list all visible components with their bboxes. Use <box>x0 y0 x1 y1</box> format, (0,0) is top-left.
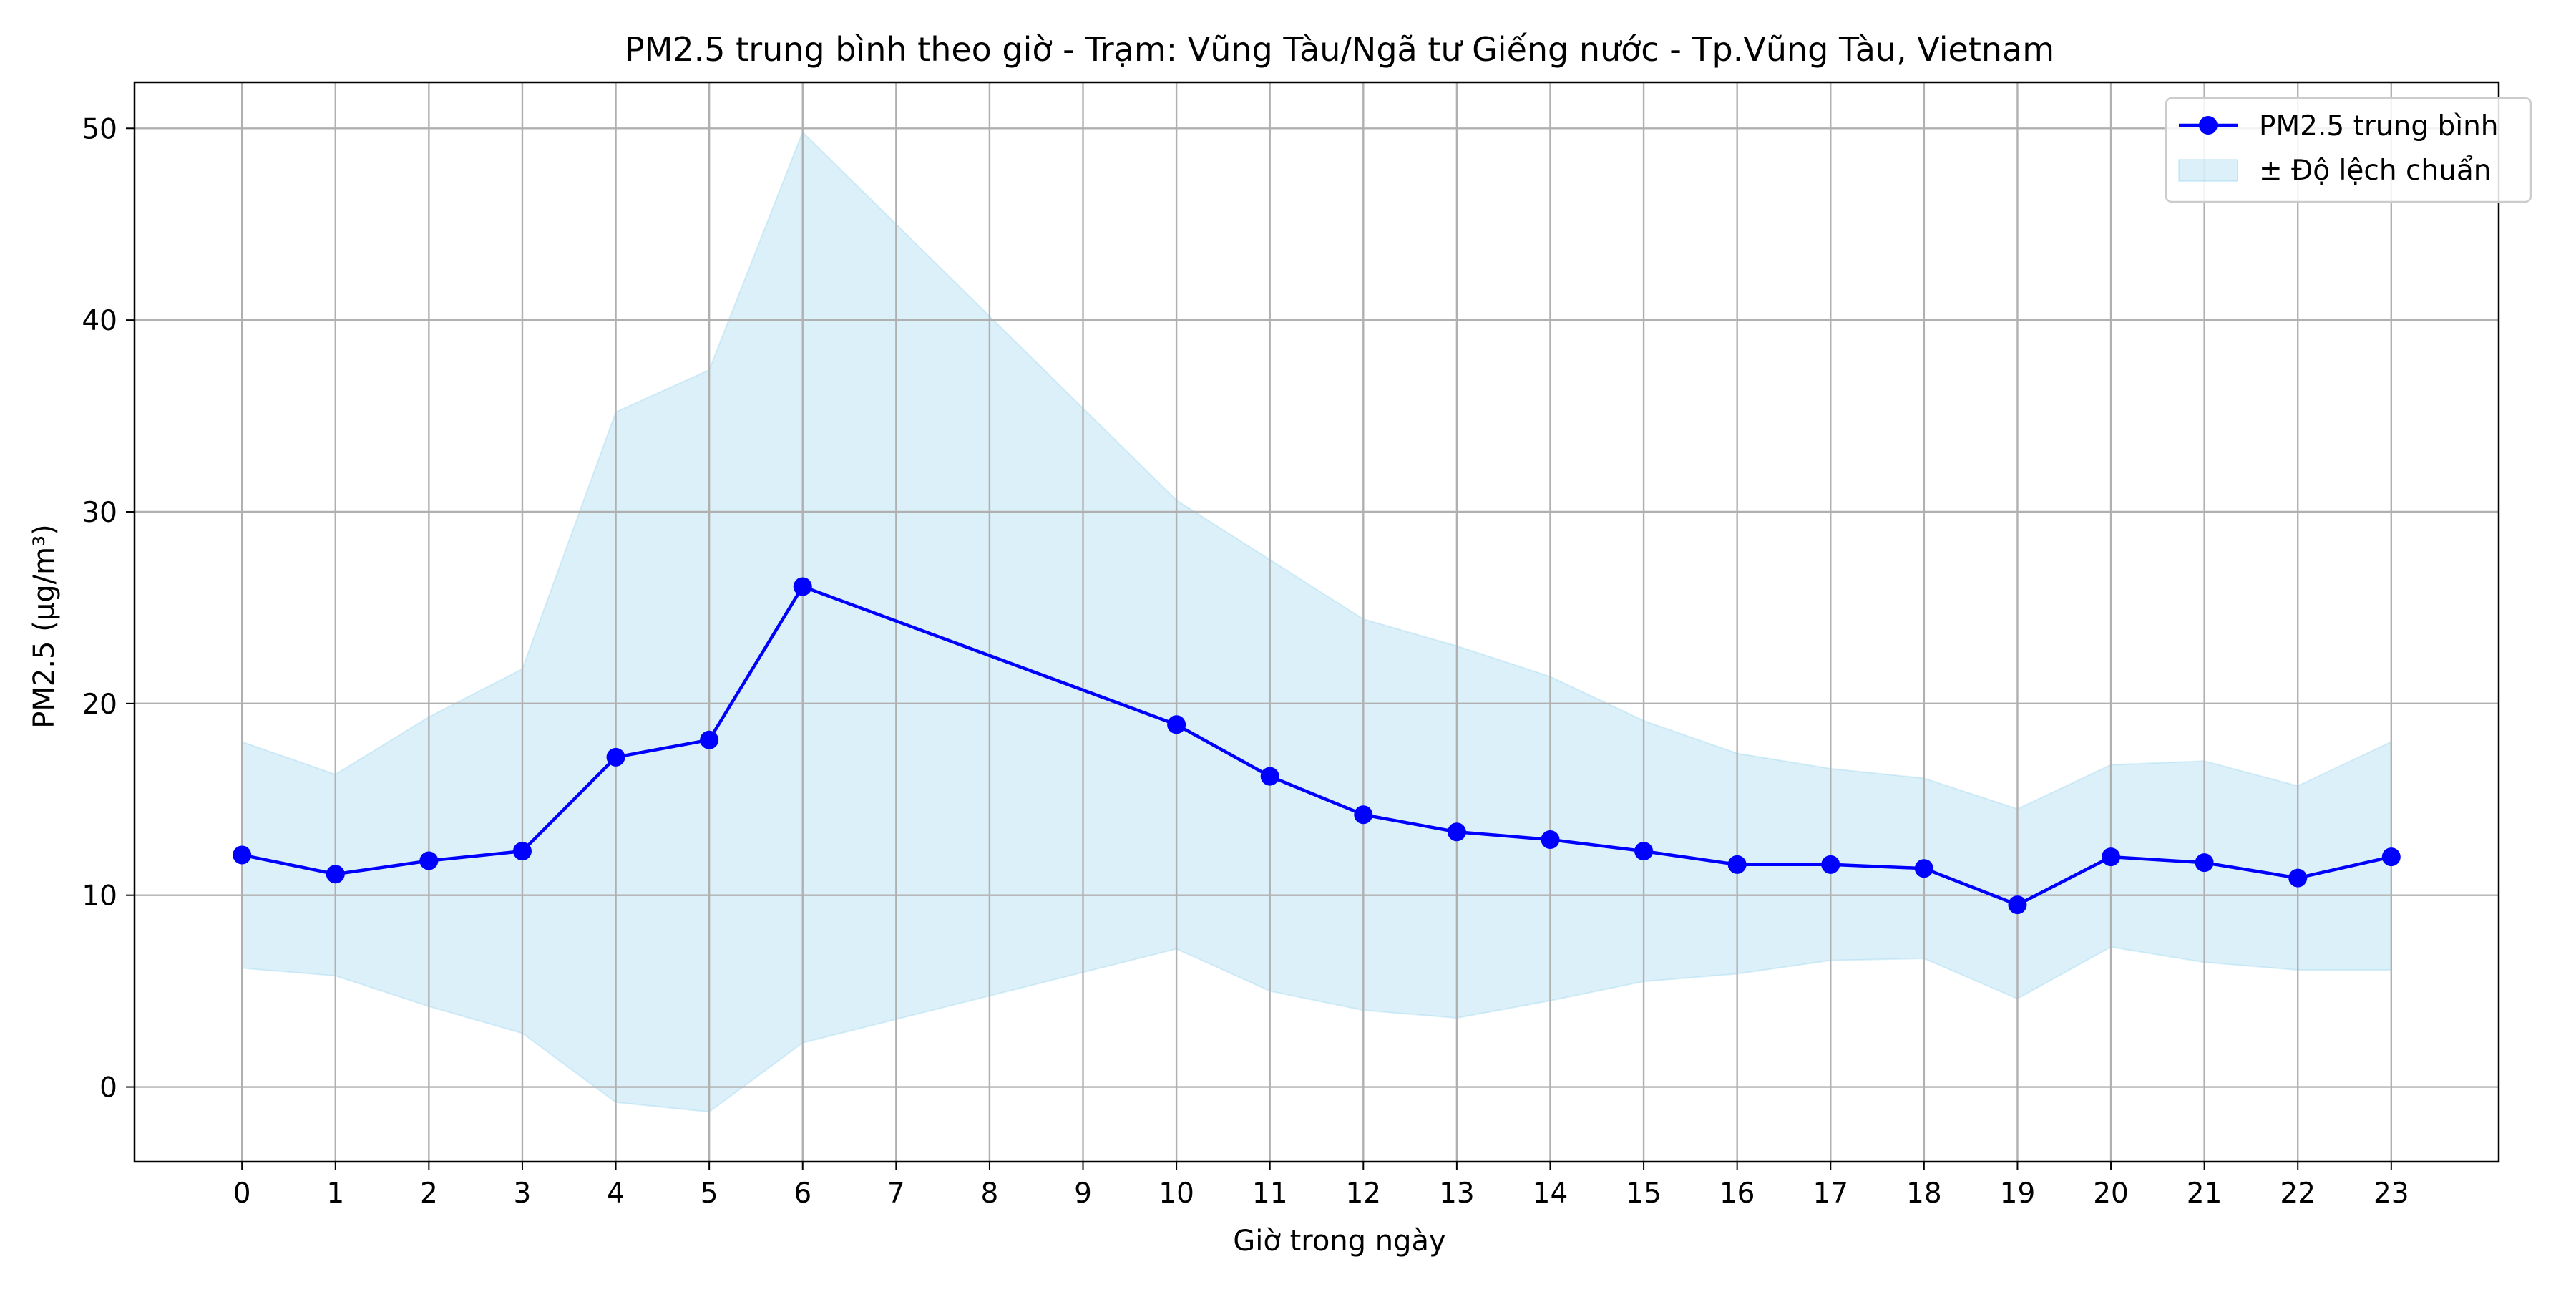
data-point[interactable] <box>1260 767 1279 786</box>
data-point[interactable] <box>2195 853 2214 873</box>
data-point[interactable] <box>1821 855 1840 874</box>
x-tick-label: 15 <box>1626 1177 1662 1210</box>
data-point[interactable] <box>2102 847 2121 867</box>
y-axis-label: PM2.5 (µg/m³) <box>28 524 61 729</box>
y-tick-label: 40 <box>82 305 117 337</box>
data-point[interactable] <box>419 851 439 870</box>
x-tick-label: 3 <box>514 1177 532 1210</box>
x-tick-label: 16 <box>1719 1177 1755 1210</box>
data-point[interactable] <box>700 730 719 749</box>
legend-band-swatch <box>2178 159 2238 182</box>
x-tick-label: 10 <box>1158 1177 1194 1210</box>
plot-frame <box>133 81 2500 1163</box>
x-tick-label: 18 <box>1906 1177 1942 1210</box>
x-tick-label: 2 <box>420 1177 438 1210</box>
x-tick-label: 20 <box>2093 1177 2129 1210</box>
x-tick-label: 21 <box>2187 1177 2223 1210</box>
legend-label-std: ± Độ lệch chuẩn <box>2259 155 2491 187</box>
y-tick-label: 20 <box>82 689 117 721</box>
x-tick-label: 22 <box>2280 1177 2316 1210</box>
y-tick-label: 50 <box>82 113 117 145</box>
y-tick-label: 10 <box>82 880 117 913</box>
data-point[interactable] <box>1354 805 1373 825</box>
data-point[interactable] <box>512 842 532 861</box>
x-tick-label: 5 <box>701 1177 718 1210</box>
data-point[interactable] <box>2381 847 2401 867</box>
data-point[interactable] <box>2008 895 2027 915</box>
x-tick-label: 23 <box>2373 1177 2409 1210</box>
data-point[interactable] <box>326 865 345 884</box>
x-tick-label: 19 <box>2000 1177 2036 1210</box>
y-tick-label: 30 <box>82 497 117 529</box>
x-tick-label: 4 <box>607 1177 625 1210</box>
data-point[interactable] <box>1727 855 1747 874</box>
x-tick-label: 17 <box>1813 1177 1848 1210</box>
x-tick-label: 12 <box>1345 1177 1381 1210</box>
data-point[interactable] <box>606 747 625 767</box>
legend-marker-swatch <box>2199 116 2218 135</box>
data-point[interactable] <box>793 577 812 596</box>
x-tick-label: 14 <box>1533 1177 1568 1210</box>
chart-title: PM2.5 trung bình theo giờ - Trạm: Vũng T… <box>625 30 2054 69</box>
x-tick-label: 13 <box>1439 1177 1475 1210</box>
data-point[interactable] <box>1541 830 1560 850</box>
data-point[interactable] <box>2288 868 2308 888</box>
x-axis-label: Giờ trong ngày <box>1233 1225 1445 1258</box>
legend-label-mean: PM2.5 trung bình <box>2259 110 2499 142</box>
data-point[interactable] <box>1634 842 1654 861</box>
x-tick-label: 9 <box>1074 1177 1092 1210</box>
data-point[interactable] <box>1167 715 1186 734</box>
x-tick-label: 0 <box>233 1177 251 1210</box>
std-band <box>241 130 2392 1113</box>
x-tick-label: 7 <box>887 1177 905 1210</box>
legend-box <box>2165 97 2532 203</box>
y-tick-label: 0 <box>99 1072 117 1104</box>
x-tick-label: 1 <box>326 1177 344 1210</box>
x-tick-label: 11 <box>1252 1177 1288 1210</box>
x-tick-label: 8 <box>981 1177 999 1210</box>
data-point[interactable] <box>233 845 252 865</box>
data-point[interactable] <box>1447 822 1466 842</box>
data-point[interactable] <box>1914 859 1933 878</box>
x-tick-label: 6 <box>794 1177 811 1210</box>
